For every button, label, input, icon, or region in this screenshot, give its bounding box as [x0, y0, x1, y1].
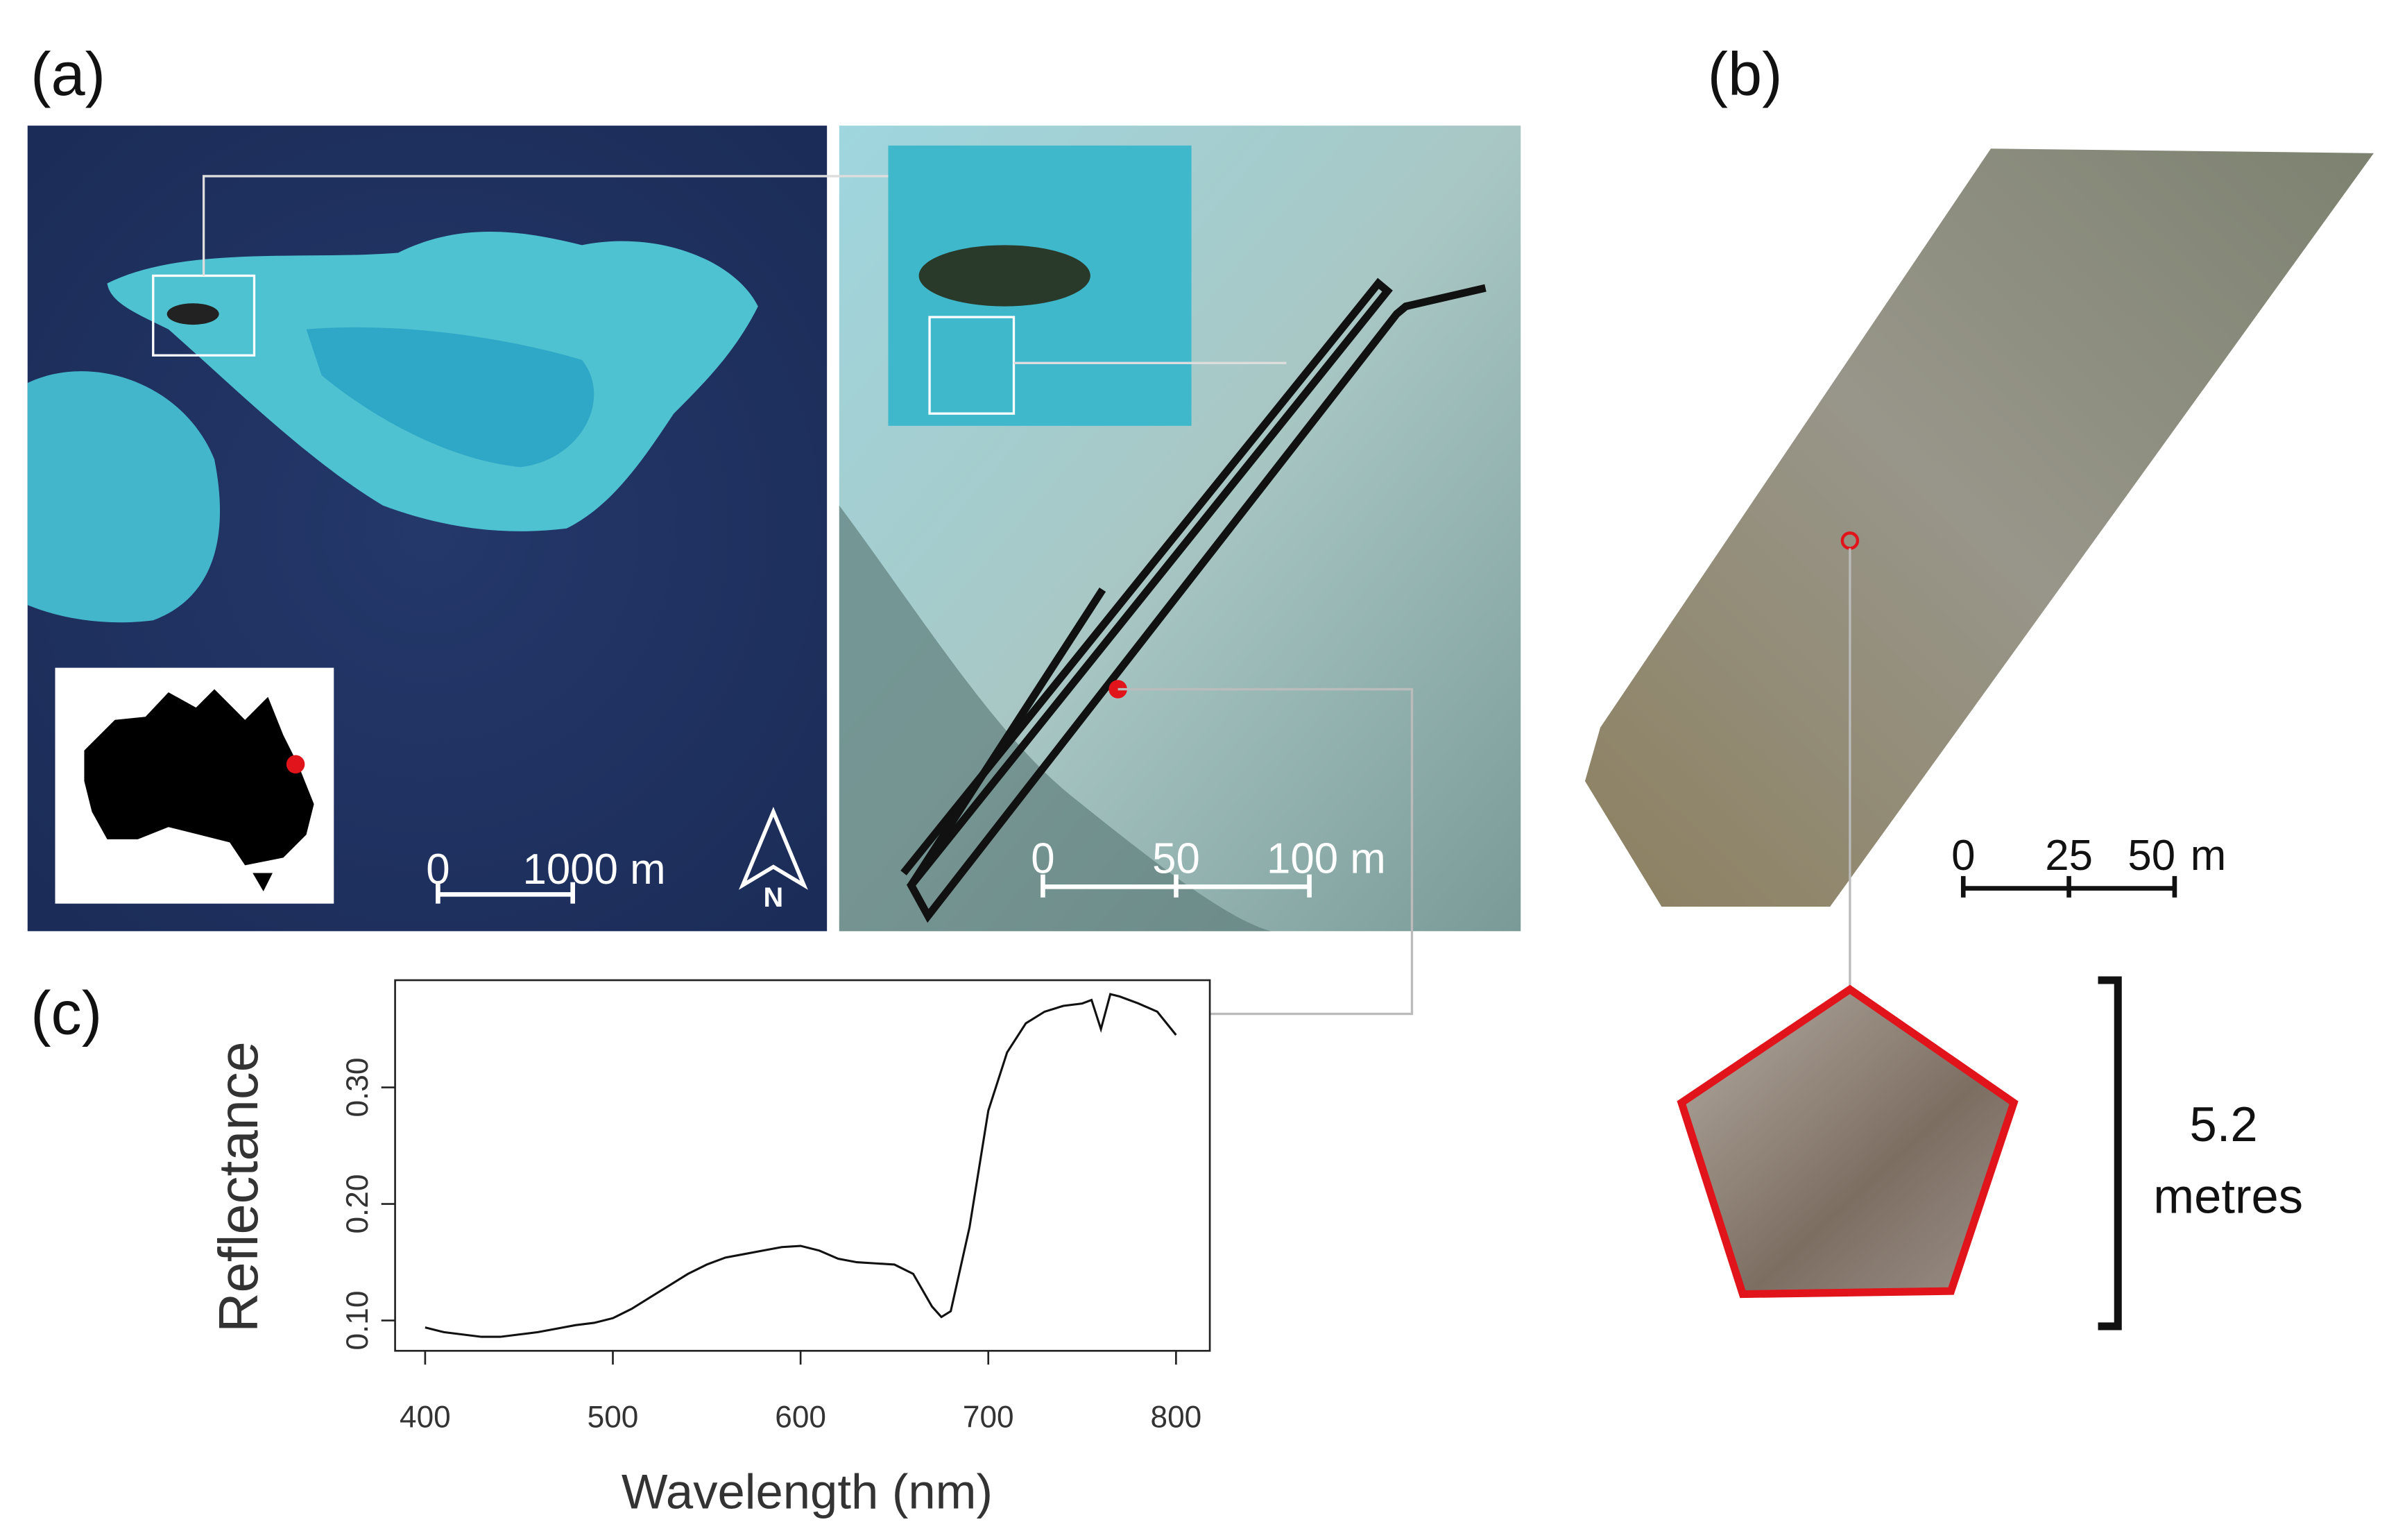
y-tick-label: 0.10 — [341, 1291, 375, 1351]
connector — [202, 175, 889, 276]
scale-label: m — [2191, 832, 2226, 880]
size-label: metres — [2153, 1169, 2303, 1224]
orthomosaic: 0 25 50 m 5.2 metres — [1584, 148, 2374, 1331]
x-tick-label: 400 — [400, 1401, 451, 1435]
x-tick-label: 700 — [963, 1401, 1014, 1435]
island — [166, 303, 219, 325]
north-label: N — [764, 882, 784, 913]
island — [918, 245, 1090, 307]
size-label: 5.2 — [2189, 1097, 2257, 1152]
x-tick-label: 500 — [588, 1401, 639, 1435]
detail-map: 0 50 100 m — [839, 126, 1521, 932]
scale-label: 0 — [426, 846, 449, 893]
connector — [1118, 687, 1414, 1016]
panel-label: (b) — [1708, 40, 1783, 108]
inset-box — [928, 316, 1016, 415]
panel-label: (a) — [31, 40, 105, 108]
x-tick-label: 800 — [1151, 1401, 1202, 1435]
lagoon — [306, 327, 594, 468]
y-axis-label: Reflectance — [207, 1041, 269, 1333]
scale-label: 50 — [2127, 832, 2175, 880]
x-tick-label: 600 — [775, 1401, 826, 1435]
reef — [27, 371, 221, 623]
australia — [84, 689, 314, 891]
panel-label: (c) — [31, 978, 102, 1047]
spectrum-chart: Wavelength (nm) Reflectance 400 500 600 700… — [207, 979, 1211, 1519]
scale-label: 100 m — [1267, 835, 1386, 882]
plot-frame — [394, 979, 1211, 1352]
quadrat — [1677, 984, 2019, 1299]
scale-label: 0 — [1031, 835, 1054, 882]
scale-label: 1000 m — [523, 846, 666, 893]
north-arrow — [738, 806, 808, 890]
y-tick-label: 0.20 — [341, 1174, 375, 1234]
flight-track — [907, 588, 1106, 888]
scale-label: 50 — [1152, 835, 1200, 882]
y-tick-label: 0.30 — [341, 1058, 375, 1118]
scale-label: 25 — [2045, 832, 2093, 880]
scale-label: 0 — [1951, 832, 1975, 880]
site-marker — [286, 755, 305, 773]
spectrum-line — [425, 993, 1177, 1338]
satellite-map: 0 1000 m N — [27, 126, 828, 932]
flight-track — [900, 277, 1487, 923]
size-bar — [2098, 976, 2122, 1331]
x-axis-label: Wavelength (nm) — [622, 1464, 993, 1519]
